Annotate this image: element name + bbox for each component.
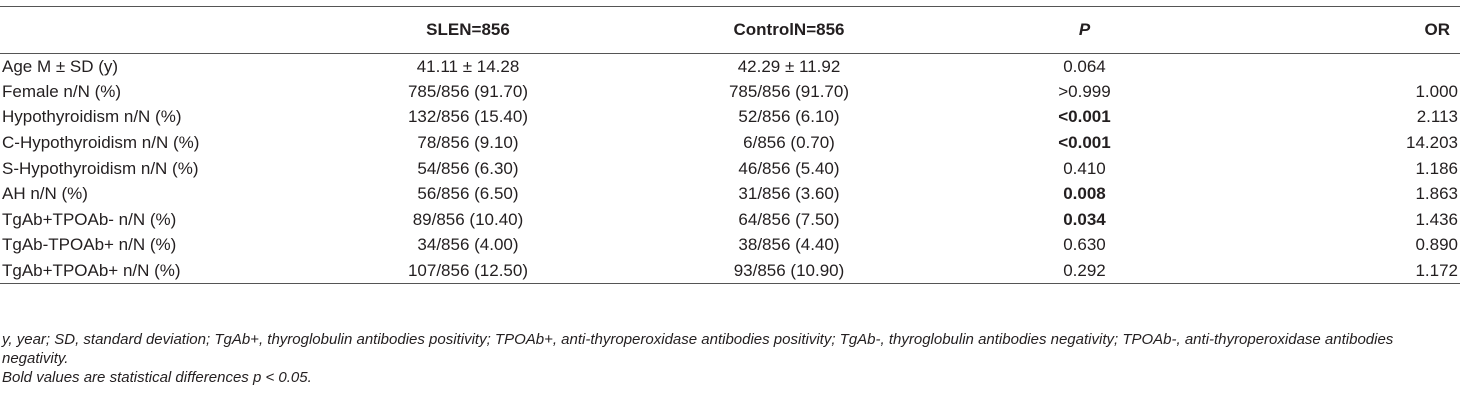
table-footnotes: y, year; SD, standard deviation; TgAb+, … [2,330,1458,387]
row-label: S-Hypothyroidism n/N (%) [2,158,199,178]
cell-sle: 107/856 (12.50) [320,258,616,285]
row-label: TgAb-TPOAb+ n/N (%) [2,235,177,255]
row-label: AH n/N (%) [2,184,88,204]
cell-sle: 41.11 ± 14.28 [416,56,520,76]
table-row: S-Hypothyroidism n/N (%) 54/856 (6.30) 46/… [0,156,1460,182]
cell-p-value: 0.064 [1063,56,1106,76]
cell-control: 785/856 (91.70) [728,81,850,101]
cell-sle: 34/856 (4.00) [417,235,519,255]
cell-p-value: <0.001 [1058,107,1111,127]
table-row: TgAb+TPOAb- n/N (%) 89/856 (10.40) 64/856 … [0,207,1460,233]
cell-or: 1.000 [1415,81,1458,101]
cell-sle: 132/856 (15.40) [407,107,529,127]
cell-p-value: <0.001 [1058,133,1111,153]
header-or: OR [1207,6,1460,54]
table-row: TgAb-TPOAb+ n/N (%) 34/856 (4.00) 38/856 (… [0,233,1460,259]
row-label: Female n/N (%) [2,81,122,101]
cell-p-value: 0.008 [1063,184,1106,204]
table-row: TgAb+TPOAb+ n/N (%) 107/856 (12.50) 93/856… [0,258,1460,285]
footnote-abbreviations: y, year; SD, standard deviation; TgAb+, … [2,331,1394,367]
cell-control: 38/856 (4.40) [738,235,840,255]
table-body: Age M ± SD (y) 41.11 ± 14.28 42.29 ± 11.92… [0,54,1460,285]
cell-or: 2.113 [1416,107,1458,127]
header-label [0,6,320,54]
row-label: C-Hypothyroidism n/N (%) [2,133,200,153]
header-control: ControlN=856 [616,6,962,54]
table-row: Female n/N (%) 785/856 (91.70) 785/856 (91… [0,79,1460,105]
row-label: TgAb+TPOAb+ n/N (%) [0,258,320,285]
cell-or: 0.890 [1415,235,1458,255]
cell-p-value: 0.410 [1063,158,1106,178]
table-header: SLEN=856 ControlN=856 P OR [0,6,1460,54]
table-row: Age M ± SD (y) 41.11 ± 14.28 42.29 ± 11.92… [0,54,1460,80]
footnote-bold: Bold values are statistical differences … [2,369,312,386]
cell-control: 64/856 (7.50) [738,209,840,229]
cell-sle: 54/856 (6.30) [417,158,519,178]
data-table: SLEN=856 ControlN=856 P OR Age M ± SD (y… [0,6,1460,285]
cell-p-value: >0.999 [1058,81,1111,101]
cell-sle: 56/856 (6.50) [417,184,519,204]
cell-p-value: 0.034 [1063,209,1106,229]
cell-or: 1.863 [1415,184,1458,204]
cell-or [1207,54,1460,80]
header-p: P [962,6,1207,54]
cell-sle: 78/856 (9.10) [417,133,519,153]
header-row: SLEN=856 ControlN=856 P OR [0,6,1460,54]
row-label: Hypothyroidism n/N (%) [2,107,182,127]
cell-or: 1.172 [1207,258,1460,285]
cell-control: 42.29 ± 11.92 [737,56,841,76]
cell-control: 93/856 (10.90) [616,258,962,285]
row-label: Age M ± SD (y) [2,56,119,76]
cell-p-value: 0.292 [962,258,1207,285]
table-row: Hypothyroidism n/N (%) 132/856 (15.40) 52/… [0,105,1460,131]
cell-control: 31/856 (3.60) [738,184,840,204]
cell-control: 6/856 (0.70) [743,133,835,153]
table-row: AH n/N (%) 56/856 (6.50) 31/856 (3.60) 0.00… [0,181,1460,207]
cell-or: 14.203 [1406,133,1458,153]
cell-or: 1.436 [1415,209,1458,229]
header-sle: SLEN=856 [320,6,616,54]
row-label: TgAb+TPOAb- n/N (%) [2,209,177,229]
cell-sle: 785/856 (91.70) [407,81,529,101]
cell-control: 52/856 (6.10) [738,107,840,127]
cell-control: 46/856 (5.40) [738,158,840,178]
cell-or: 1.186 [1415,158,1458,178]
table-row: C-Hypothyroidism n/N (%) 78/856 (9.10) 6/8… [0,130,1460,156]
cell-sle: 89/856 (10.40) [412,209,524,229]
cell-p-value: 0.630 [1063,235,1106,255]
